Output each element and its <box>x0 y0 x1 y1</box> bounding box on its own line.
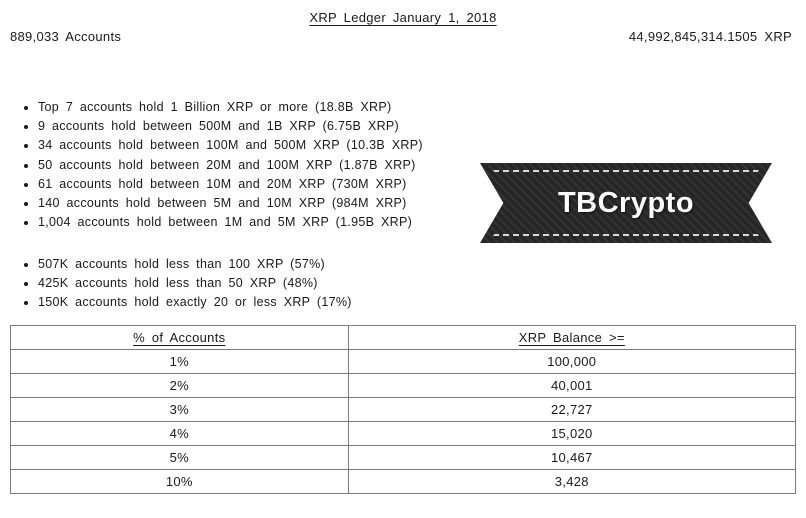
summary-line: 889,033 Accounts 44,992,845,314.1505 XRP <box>10 29 792 44</box>
cell-percent: 1% <box>10 349 349 374</box>
table-row: 1% 100,000 <box>10 349 797 374</box>
table-row: 10% 3,428 <box>10 469 797 494</box>
tbcrypto-ribbon-badge: TBCrypto <box>480 163 772 243</box>
cell-percent: 5% <box>10 445 349 470</box>
cell-balance: 10,467 <box>347 445 797 470</box>
cell-percent: 10% <box>10 469 349 494</box>
cell-percent: 3% <box>10 397 349 422</box>
small-holders-list: 507K accounts hold less than 100 XRP (57… <box>0 255 352 313</box>
column-header-xrp-balance: XRP Balance >= <box>347 325 797 350</box>
cell-balance: 15,020 <box>347 421 797 446</box>
table-header-row: % of Accounts XRP Balance >= <box>10 325 797 350</box>
column-header-percent-of-accounts: % of Accounts <box>10 325 349 350</box>
balance-percentile-table: % of Accounts XRP Balance >= 1% 100,000 … <box>10 325 797 494</box>
total-xrp: 44,992,845,314.1505 XRP <box>628 29 792 44</box>
cell-balance: 100,000 <box>347 349 797 374</box>
badge-label: TBCrypto <box>557 186 695 219</box>
cell-percent: 2% <box>10 373 349 398</box>
list-item: 1,004 accounts hold between 1M and 5M XR… <box>38 213 423 232</box>
list-item: Top 7 accounts hold 1 Billion XRP or mor… <box>38 98 423 117</box>
accounts-count: 889,033 Accounts <box>10 29 122 44</box>
cell-percent: 4% <box>10 421 349 446</box>
list-item: 50 accounts hold between 20M and 100M XR… <box>38 156 423 175</box>
list-item: 425K accounts hold less than 50 XRP (48%… <box>38 274 352 293</box>
list-item: 9 accounts hold between 500M and 1B XRP … <box>38 117 423 136</box>
table-row: 2% 40,001 <box>10 373 797 398</box>
page-title: XRP Ledger January 1, 2018 <box>309 10 497 25</box>
list-item: 150K accounts hold exactly 20 or less XR… <box>38 293 352 312</box>
table-row: 3% 22,727 <box>10 397 797 422</box>
holdings-distribution-list: Top 7 accounts hold 1 Billion XRP or mor… <box>0 98 423 232</box>
list-item: 61 accounts hold between 10M and 20M XRP… <box>38 175 423 194</box>
list-item: 507K accounts hold less than 100 XRP (57… <box>38 255 352 274</box>
cell-balance: 40,001 <box>347 373 797 398</box>
list-item: 34 accounts hold between 100M and 500M X… <box>38 136 423 155</box>
cell-balance: 22,727 <box>347 397 797 422</box>
table-row: 4% 15,020 <box>10 421 797 446</box>
table-row: 5% 10,467 <box>10 445 797 470</box>
cell-balance: 3,428 <box>347 469 797 494</box>
list-item: 140 accounts hold between 5M and 10M XRP… <box>38 194 423 213</box>
